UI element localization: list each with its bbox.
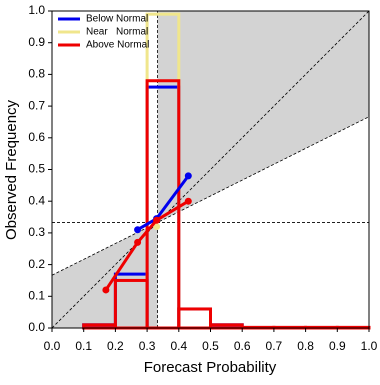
x-tick-label: 1.0 [361,339,378,353]
x-tick-label: 0.3 [139,339,156,353]
y-tick-label: 0.0 [28,320,45,334]
reliability-point [184,197,192,205]
histogram-bar [177,307,213,330]
y-tick-label: 0.1 [28,288,45,302]
x-tick-label: 0.8 [297,339,314,353]
legend-label: Above Normal [86,40,149,51]
y-tick-label: 0.9 [28,35,45,49]
y-tick-label: 1.0 [28,3,45,17]
y-axis-label: Observed Frequency [3,99,20,240]
y-tick-label: 0.6 [28,130,45,144]
reliability-line [104,199,190,291]
x-tick-label: 0.4 [170,339,187,353]
legend-label: Near Normal [86,27,148,38]
y-tick-label: 0.7 [28,98,45,112]
legend-label: Below Normal [86,14,148,25]
reliability-point [153,223,161,231]
y-tick-label: 0.4 [28,193,45,207]
x-tick-label: 0.0 [44,339,61,353]
histogram-bar [177,307,213,330]
y-tick-label: 0.2 [28,257,45,271]
x-tick-label: 0.9 [329,339,346,353]
reliability-point [134,226,142,234]
no-skill-line [51,116,370,276]
x-tick-label: 0.5 [202,339,219,353]
y-tick-label: 0.5 [28,162,45,176]
y-tick-label: 0.3 [28,225,45,239]
x-axis-label: Forecast Probability [144,359,277,376]
x-tick-label: 0.2 [107,339,124,353]
reliability-point [184,172,192,180]
x-tick-label: 0.7 [266,339,283,353]
x-tick-label: 0.1 [75,339,92,353]
skill-region [157,11,369,223]
reliability-point [134,238,142,246]
y-tick-label: 0.8 [28,67,45,81]
x-tick-label: 0.6 [234,339,251,353]
reliability-point [102,286,110,294]
reliability-point [153,216,161,224]
